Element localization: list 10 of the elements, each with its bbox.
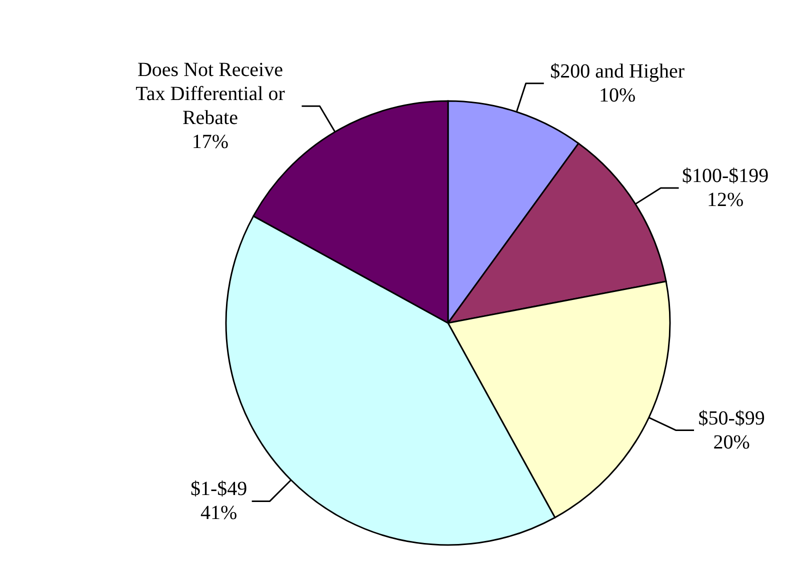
- data-label: 41%: [200, 502, 238, 524]
- data-label: 17%: [192, 131, 229, 154]
- data-label: 20%: [713, 431, 750, 454]
- data-label: 10%: [599, 84, 636, 106]
- slice-label: $200 and Higher: [550, 60, 685, 82]
- slice-label: Does Not Receive Tax Differential or Rebate: [136, 59, 286, 130]
- slice-label: $50-$99: [698, 407, 765, 430]
- slice-label: $100-$199: [682, 164, 769, 187]
- data-label: 12%: [706, 188, 744, 211]
- slice-label: $1-$49: [190, 478, 248, 500]
